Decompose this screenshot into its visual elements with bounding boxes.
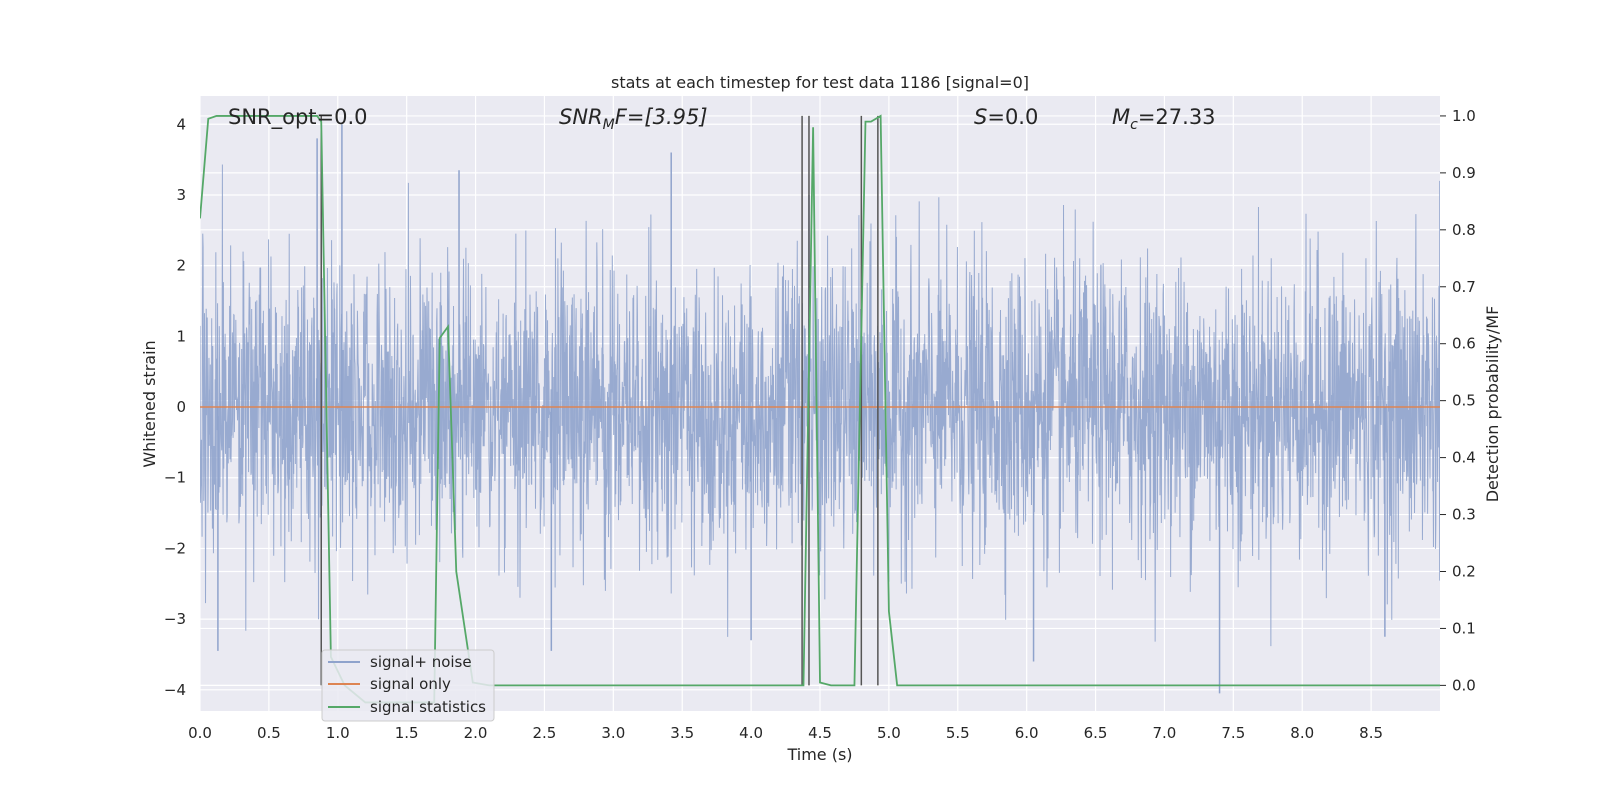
annotation-snr-mf-base: SNR [559, 105, 603, 129]
x-tick-label: 0.0 [188, 724, 212, 742]
annotation-mc: Mc=27.33 [1112, 105, 1216, 133]
y2-tick-label: 0.8 [1452, 221, 1476, 239]
y-tick-label: −3 [164, 610, 186, 628]
annotation-snr-mf: SNRMF=[3.95] [559, 105, 708, 133]
x-tick-label: 8.5 [1359, 724, 1383, 742]
x-tick-label: 5.5 [946, 724, 970, 742]
y2-tick-label: 0.9 [1452, 164, 1476, 182]
legend-label-signal-statistics: signal statistics [370, 698, 486, 716]
signal-noise-line [200, 164, 1440, 647]
annotation-s-value: =0.0 [987, 105, 1038, 129]
y-tick-label: 1 [176, 327, 186, 345]
x-axis-label: Time (s) [786, 745, 852, 764]
y-tick-label: 2 [176, 257, 186, 275]
x-tick-label: 8.0 [1290, 724, 1314, 742]
y2-axis-ticks: 1.0 0.9 0.8 0.7 0.6 0.5 0.4 0.3 0.2 0.1 0.0 [1440, 107, 1476, 694]
annotation-mc-value: =27.33 [1138, 105, 1216, 129]
x-tick-label: 2.0 [464, 724, 488, 742]
y2-axis-label: Detection probability/MF [1483, 306, 1502, 503]
y-axis-label: Whitened strain [140, 340, 159, 467]
y2-tick-label: 1.0 [1452, 107, 1476, 125]
y-tick-label: −2 [164, 539, 186, 557]
x-tick-label: 5.0 [877, 724, 901, 742]
legend-box [321, 649, 495, 722]
legend-label-signal-only: signal only [370, 675, 451, 693]
y2-tick-label: 0.1 [1452, 619, 1476, 637]
y-tick-label: 0 [176, 398, 186, 416]
y-tick-label: 4 [176, 115, 186, 133]
annotation-mc-base: M [1112, 105, 1130, 129]
y-tick-label: 3 [176, 186, 186, 204]
x-tick-label: 3.0 [601, 724, 625, 742]
x-tick-label: 1.0 [326, 724, 350, 742]
x-tick-label: 1.5 [395, 724, 419, 742]
y2-tick-label: 0.3 [1452, 506, 1476, 524]
x-tick-label: 3.5 [670, 724, 694, 742]
y-axis-ticks: 4 3 2 1 0 −1 −2 −3 −4 [164, 115, 186, 699]
annotation-snr-mf-sub: M [603, 117, 615, 133]
x-tick-label: 4.5 [808, 724, 832, 742]
x-axis-ticks: 0.0 0.5 1.0 1.5 2.0 2.5 3.0 3.5 4.0 4.5 5.0 5.5 6.0 6… [188, 724, 1383, 742]
y2-tick-label: 0.6 [1452, 335, 1476, 353]
x-tick-label: 0.5 [257, 724, 281, 742]
legend: signal+ noise signal only signal statist… [321, 649, 495, 722]
x-tick-label: 4.0 [739, 724, 763, 742]
x-tick-label: 2.5 [533, 724, 557, 742]
y2-tick-label: 0.5 [1452, 392, 1476, 410]
y2-tick-label: 0.7 [1452, 278, 1476, 296]
chart-title: stats at each timestep for test data 118… [611, 73, 1029, 92]
x-tick-label: 6.5 [1084, 724, 1108, 742]
x-tick-label: 7.5 [1221, 724, 1245, 742]
y2-tick-label: 0.4 [1452, 449, 1476, 467]
x-tick-label: 7.0 [1153, 724, 1177, 742]
x-tick-label: 6.0 [1015, 724, 1039, 742]
y-tick-label: −1 [164, 469, 186, 487]
y2-tick-label: 0.2 [1452, 562, 1476, 580]
annotation-snr-mf-tail: F=[3.95] [615, 105, 708, 129]
annotation-s: S=0.0 [974, 105, 1038, 129]
y2-tick-label: 0.0 [1452, 676, 1476, 694]
annotation-s-label: S [974, 105, 987, 129]
annotation-mc-sub: c [1130, 117, 1138, 133]
legend-label-signal-noise: signal+ noise [370, 653, 472, 671]
annotation-snr-opt: SNR_opt=0.0 [228, 105, 368, 130]
y-tick-label: −4 [164, 681, 186, 699]
